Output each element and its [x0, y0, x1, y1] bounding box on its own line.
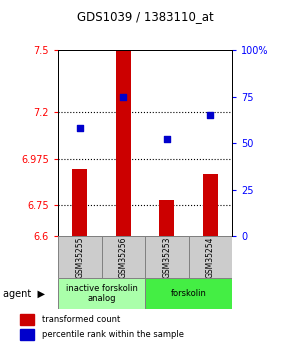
Point: [77, 126, 82, 131]
Bar: [58, 278, 145, 309]
Bar: [20, 314, 34, 325]
Bar: [102, 236, 145, 278]
Bar: [116, 50, 131, 236]
Point: [208, 112, 213, 118]
Text: agent  ▶: agent ▶: [3, 289, 45, 298]
Point: [121, 94, 126, 99]
Text: GSM35255: GSM35255: [75, 236, 84, 278]
Text: inactive forskolin
analog: inactive forskolin analog: [66, 284, 137, 303]
Bar: [20, 329, 34, 340]
Bar: [188, 236, 232, 278]
Text: transformed count: transformed count: [42, 315, 121, 324]
Bar: [72, 169, 87, 236]
Bar: [58, 236, 102, 278]
Text: GSM35256: GSM35256: [119, 236, 128, 278]
Bar: [203, 174, 218, 236]
Bar: [159, 200, 174, 236]
Text: GSM35254: GSM35254: [206, 236, 215, 278]
Bar: [145, 236, 188, 278]
Bar: [145, 278, 232, 309]
Point: [164, 137, 169, 142]
Text: GSM35253: GSM35253: [162, 236, 171, 278]
Text: GDS1039 / 1383110_at: GDS1039 / 1383110_at: [77, 10, 213, 23]
Text: percentile rank within the sample: percentile rank within the sample: [42, 330, 184, 339]
Text: forskolin: forskolin: [171, 289, 206, 298]
